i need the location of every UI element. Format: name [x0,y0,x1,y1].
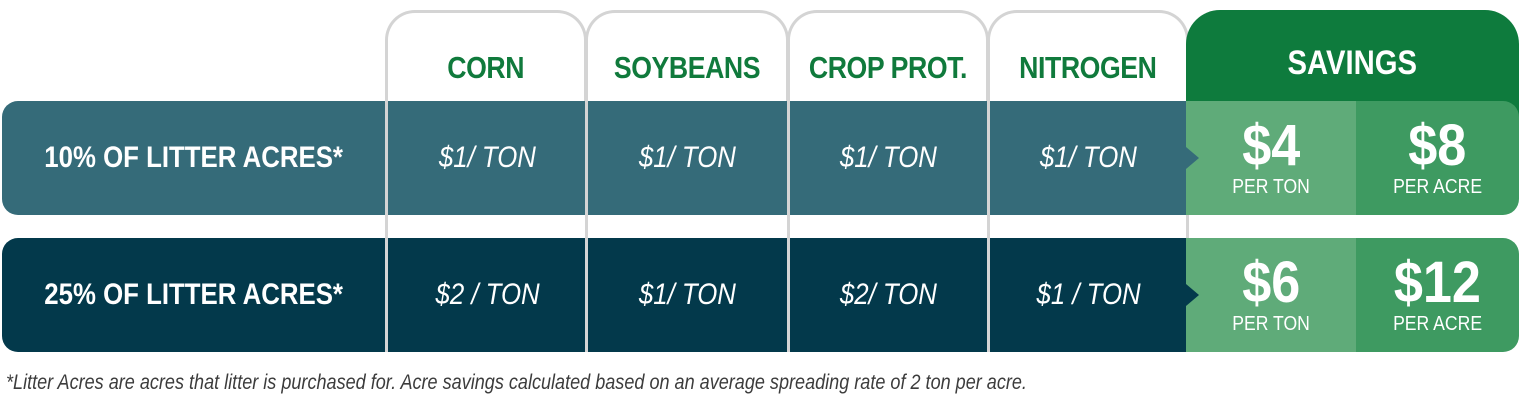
cell-corn: $1/ TON [388,101,587,215]
row-pointer-arrow [1186,284,1199,306]
column-label-nitrogen: NITROGEN [1019,49,1157,85]
row-label: 25% OF LITTER ACRES* [2,238,386,352]
cell-crop-prot: $1/ TON [790,101,987,215]
column-divider [787,238,790,352]
savings-unit: PER ACRE [1392,313,1483,335]
column-divider [585,101,588,215]
column-divider [787,215,790,238]
column-divider [987,101,990,215]
footnote: *Litter Acres are acres that litter is p… [6,371,1027,394]
cell-value: $1 / TON [1036,278,1141,311]
savings-per-ton: $4 PER TON [1186,101,1356,215]
savings-panel: $4 PER TON $8 PER ACRE [1186,101,1519,215]
savings-unit: PER TON [1232,176,1310,198]
column-divider [1186,215,1189,238]
savings-per-acre: $8 PER ACRE [1356,101,1519,215]
column-header-soybeans: SOYBEANS [585,10,789,110]
cell-nitrogen: $1 / TON [990,238,1187,352]
savings-value: $8 [1408,113,1467,178]
cell-soybeans: $1/ TON [588,101,787,215]
row-label: 10% OF LITTER ACRES* [2,101,386,215]
savings-value: $6 [1241,250,1301,315]
column-divider [385,238,388,352]
savings-per-ton: $6 PER TON [1186,238,1356,352]
column-divider [987,238,990,352]
column-divider [987,215,990,238]
column-divider [585,215,588,238]
cell-value: $2/ TON [839,278,938,311]
cell-value: $1/ TON [638,141,737,174]
cell-nitrogen: $1/ TON [990,101,1187,215]
column-divider [585,238,588,352]
column-label-soybeans: SOYBEANS [613,49,761,85]
table-row: 10% OF LITTER ACRES* $1/ TON $1/ TON $1/… [2,101,1202,215]
column-divider [385,101,388,215]
column-label-corn: CORN [447,49,525,85]
savings-unit: PER TON [1232,313,1310,335]
savings-value: $4 [1241,113,1301,178]
cell-value: $1/ TON [638,278,737,311]
savings-unit: PER ACRE [1392,176,1483,198]
savings-per-acre: $12 PER ACRE [1356,238,1519,352]
cell-value: $1/ TON [438,141,537,174]
cell-value: $1/ TON [1039,141,1138,174]
column-header-crop-prot: CROP PROT. [787,10,989,110]
savings-panel: $6 PER TON $12 PER ACRE [1186,238,1519,352]
column-divider [787,101,790,215]
column-header-nitrogen: NITROGEN [987,10,1189,110]
savings-value: $12 [1393,250,1482,315]
row-label-text: 25% OF LITTER ACRES* [44,278,344,311]
column-header-corn: CORN [385,10,587,110]
cell-crop-prot: $2/ TON [790,238,987,352]
cell-soybeans: $1/ TON [588,238,787,352]
column-divider [385,215,388,238]
column-label-savings: SAVINGS [1287,44,1418,82]
column-label-crop-prot: CROP PROT. [808,49,968,85]
row-label-text: 10% OF LITTER ACRES* [44,141,344,174]
row-pointer-arrow [1186,147,1199,169]
cell-corn: $2 / TON [388,238,587,352]
cell-value: $2 / TON [435,278,540,311]
table-row: 25% OF LITTER ACRES* $2 / TON $1/ TON $2… [2,238,1202,352]
cell-value: $1/ TON [839,141,938,174]
